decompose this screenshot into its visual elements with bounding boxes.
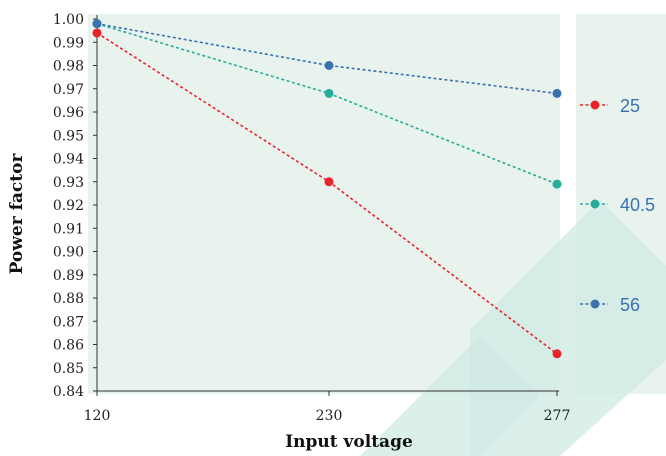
y-tick-label: 0.92 xyxy=(53,198,84,214)
y-tick-label: 1.00 xyxy=(53,12,84,28)
y-tick-label: 0.99 xyxy=(53,35,84,51)
legend-marker-40.5 xyxy=(590,199,600,209)
y-tick-label: 0.98 xyxy=(53,59,84,75)
y-tick-label: 0.87 xyxy=(53,314,84,330)
legend-marker-56 xyxy=(590,299,600,309)
y-tick-label: 0.95 xyxy=(53,128,84,144)
data-point-56 xyxy=(92,19,102,29)
watermark-shape xyxy=(360,336,540,456)
data-point-40.5 xyxy=(324,88,334,98)
x-tick-label: 277 xyxy=(544,408,571,424)
legend: 25 40.5 56 xyxy=(580,96,655,315)
y-tick-label: 0.97 xyxy=(53,82,84,98)
y-tick-label: 0.85 xyxy=(53,361,84,377)
y-tick-label: 0.88 xyxy=(53,291,84,307)
data-point-56 xyxy=(324,61,334,70)
legend-marker-25 xyxy=(590,100,600,110)
legend-label-25: 25 xyxy=(620,96,640,116)
y-tick-label: 0.84 xyxy=(53,384,84,400)
y-tick-label: 0.91 xyxy=(53,221,84,237)
data-point-25 xyxy=(552,349,562,359)
y-tick-label: 0.89 xyxy=(53,268,84,284)
y-tick-label: 0.90 xyxy=(53,245,84,261)
x-tick-label: 120 xyxy=(84,408,111,424)
legend-label-56: 56 xyxy=(620,295,640,315)
y-tick-label: 0.93 xyxy=(53,175,84,191)
series-line-56 xyxy=(96,22,558,95)
data-point-25 xyxy=(92,28,102,38)
series-layer xyxy=(92,19,562,359)
data-point-56 xyxy=(552,88,562,98)
axes-layer: 0.84 0.85 0.86 0.87 0.88 0.89 0.90 0.91 0.92 0.93… xyxy=(53,12,571,424)
y-tick-label: 0.96 xyxy=(53,105,84,121)
x-tick-label: 230 xyxy=(316,408,343,424)
data-point-40.5 xyxy=(552,179,562,189)
y-tick-label: 0.94 xyxy=(53,152,84,168)
x-axis-title: Input voltage xyxy=(285,432,413,452)
legend-label-40.5: 40.5 xyxy=(620,195,655,215)
y-tick-label: 0.86 xyxy=(53,338,84,354)
data-point-25 xyxy=(324,177,334,187)
y-axis-title: Power factor xyxy=(7,153,27,275)
background-layer xyxy=(88,14,666,456)
